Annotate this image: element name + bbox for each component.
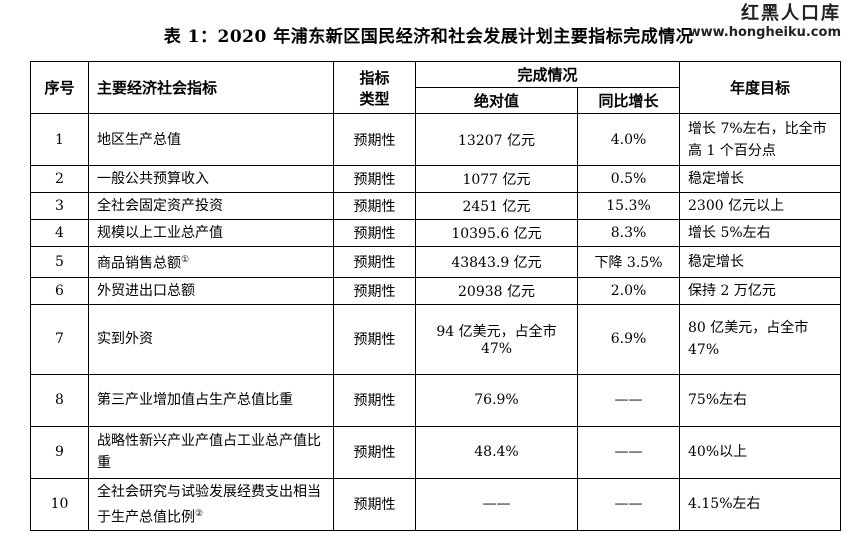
row-target: 稳定增长 bbox=[679, 165, 842, 193]
indicator-text: 实到外资 bbox=[97, 331, 153, 348]
indicator-text: 战略性新兴产业产值占工业总产值比重 bbox=[97, 433, 321, 472]
row-yoy: 8.3% bbox=[576, 219, 681, 247]
header-type-line1: 指标 bbox=[359, 68, 390, 87]
watermark-logo: 红黑人口库 www.hongheiku.com bbox=[689, 4, 841, 40]
row-indicator: 一般公共预算收入 bbox=[88, 165, 334, 193]
row-index: 6 bbox=[30, 276, 89, 305]
row-index: 2 bbox=[30, 165, 89, 193]
row-absolute: 20938 亿元 bbox=[415, 276, 578, 305]
row-target: 80 亿美元，占全市 47% bbox=[679, 303, 842, 375]
table-title: 表 1：2020 年浦东新区国民经济和社会发展计划主要指标完成情况 bbox=[163, 27, 694, 47]
row-index: 3 bbox=[30, 192, 89, 220]
row-yoy: —— bbox=[576, 373, 681, 427]
row-type: 预期性 bbox=[333, 113, 416, 166]
table-body: 1 地区生产总值 预期性 13207 亿元 4.0% 增长 7%左右，比全市高 1 个百分… bbox=[30, 113, 842, 532]
indicator-text: 全社会研究与试验发展经费支出相当于生产总值比例 bbox=[97, 483, 321, 526]
row-type: 预期性 bbox=[333, 425, 416, 479]
indicator-text: 商品销售总额 bbox=[97, 255, 181, 272]
row-type: 预期性 bbox=[333, 192, 416, 220]
header-indicator: 主要经济社会指标 bbox=[88, 61, 334, 114]
header-index: 序号 bbox=[30, 61, 89, 114]
indicator-text: 地区生产总值 bbox=[97, 131, 181, 148]
indicator-text: 外贸进出口总额 bbox=[97, 282, 195, 299]
row-indicator: 实到外资 bbox=[88, 303, 334, 375]
row-index: 7 bbox=[30, 303, 89, 375]
indicator-text: 第三产业增加值占生产总值比重 bbox=[97, 392, 293, 409]
row-absolute: 1077 亿元 bbox=[415, 165, 578, 193]
row-type: 预期性 bbox=[333, 373, 416, 427]
header-completion: 完成情况 bbox=[414, 61, 681, 88]
header-type: 指标 类型 bbox=[333, 61, 416, 114]
row-indicator: 全社会固定资产投资 bbox=[88, 192, 334, 220]
row-target: 4.15%左右 bbox=[679, 477, 842, 532]
row-type: 预期性 bbox=[333, 303, 416, 375]
row-index: 1 bbox=[30, 113, 89, 166]
table-row: 4 规模以上工业总产值 预期性 10395.6 亿元 8.3% 增长 5%左右 bbox=[30, 219, 842, 247]
watermark-name: 红黑人口库 bbox=[741, 3, 841, 24]
row-type: 预期性 bbox=[333, 477, 416, 532]
table-row: 3 全社会固定资产投资 预期性 2451 亿元 15.3% 2300 亿元以上 bbox=[30, 192, 842, 220]
header-target: 年度目标 bbox=[679, 61, 842, 114]
row-yoy: 6.9% bbox=[576, 303, 681, 375]
header-type-line2: 类型 bbox=[359, 89, 390, 108]
row-yoy: —— bbox=[576, 477, 681, 532]
row-index: 5 bbox=[30, 246, 89, 278]
row-indicator: 全社会研究与试验发展经费支出相当于生产总值比例② bbox=[88, 477, 334, 532]
row-type: 预期性 bbox=[333, 165, 416, 193]
table-row: 1 地区生产总值 预期性 13207 亿元 4.0% 增长 7%左右，比全市高 1 个百分… bbox=[30, 113, 842, 166]
header-absolute: 绝对值 bbox=[415, 87, 578, 114]
row-absolute: 48.4% bbox=[415, 425, 578, 479]
footnote-mark: ① bbox=[181, 255, 190, 265]
row-yoy: 4.0% bbox=[576, 113, 681, 166]
row-absolute: 2451 亿元 bbox=[415, 192, 578, 220]
table-row: 7 实到外资 预期性 94 亿美元，占全市 47% 6.9% 80 亿美元，占全市 47% bbox=[30, 303, 842, 375]
row-target: 增长 5%左右 bbox=[679, 219, 842, 247]
row-absolute: 43843.9 亿元 bbox=[415, 246, 578, 278]
indicator-text: 一般公共预算收入 bbox=[97, 171, 209, 187]
row-target: 75%左右 bbox=[679, 373, 842, 427]
row-absolute: 94 亿美元，占全市 47% bbox=[415, 303, 578, 375]
table-row: 10 全社会研究与试验发展经费支出相当于生产总值比例② 预期性 —— —— 4.15%左右 bbox=[30, 477, 842, 532]
row-index: 10 bbox=[30, 477, 89, 532]
row-index: 9 bbox=[30, 425, 89, 479]
row-yoy: 15.3% bbox=[576, 192, 681, 220]
row-absolute: 13207 亿元 bbox=[415, 113, 578, 166]
indicator-table: 序号 主要经济社会指标 指标 类型 完成情况 年度目标 绝对值 同比增长 1 地区… bbox=[30, 61, 842, 532]
row-yoy: 下降 3.5% bbox=[576, 246, 681, 278]
table-row: 5 商品销售总额① 预期性 43843.9 亿元 下降 3.5% 稳定增长 bbox=[30, 246, 842, 278]
row-index: 8 bbox=[30, 373, 89, 427]
row-yoy: 0.5% bbox=[576, 165, 681, 193]
row-type: 预期性 bbox=[333, 276, 416, 305]
row-target: 2300 亿元以上 bbox=[679, 192, 842, 220]
table-row: 6 外贸进出口总额 预期性 20938 亿元 2.0% 保持 2 万亿元 bbox=[30, 276, 842, 305]
watermark-url: www.hongheiku.com bbox=[688, 25, 841, 40]
row-target: 保持 2 万亿元 bbox=[679, 276, 842, 305]
row-indicator: 战略性新兴产业产值占工业总产值比重 bbox=[88, 425, 334, 479]
row-index: 4 bbox=[30, 219, 89, 247]
row-indicator: 地区生产总值 bbox=[88, 113, 334, 166]
row-target: 稳定增长 bbox=[679, 246, 842, 278]
row-indicator: 第三产业增加值占生产总值比重 bbox=[88, 373, 334, 427]
table-row: 8 第三产业增加值占生产总值比重 预期性 76.9% —— 75%左右 bbox=[30, 373, 842, 427]
row-target: 增长 7%左右，比全市高 1 个百分点 bbox=[679, 113, 842, 166]
row-yoy: 2.0% bbox=[576, 276, 681, 305]
header-yoy: 同比增长 bbox=[576, 87, 681, 114]
table-row: 2 一般公共预算收入 预期性 1077 亿元 0.5% 稳定增长 bbox=[30, 165, 842, 193]
footnote-mark: ② bbox=[195, 508, 204, 519]
row-yoy: —— bbox=[576, 425, 681, 479]
row-absolute: 10395.6 亿元 bbox=[415, 219, 578, 247]
row-type: 预期性 bbox=[333, 246, 416, 278]
table-row: 9 战略性新兴产业产值占工业总产值比重 预期性 48.4% —— 40%以上 bbox=[30, 425, 842, 479]
row-absolute: 76.9% bbox=[415, 373, 578, 427]
row-type: 预期性 bbox=[333, 219, 416, 247]
row-indicator: 外贸进出口总额 bbox=[88, 276, 334, 305]
indicator-text: 全社会固定资产投资 bbox=[97, 198, 223, 214]
row-absolute: —— bbox=[415, 477, 578, 532]
row-indicator: 规模以上工业总产值 bbox=[88, 219, 334, 247]
row-target: 40%以上 bbox=[679, 425, 842, 479]
indicator-text: 规模以上工业总产值 bbox=[97, 225, 223, 241]
row-indicator: 商品销售总额① bbox=[88, 246, 334, 278]
